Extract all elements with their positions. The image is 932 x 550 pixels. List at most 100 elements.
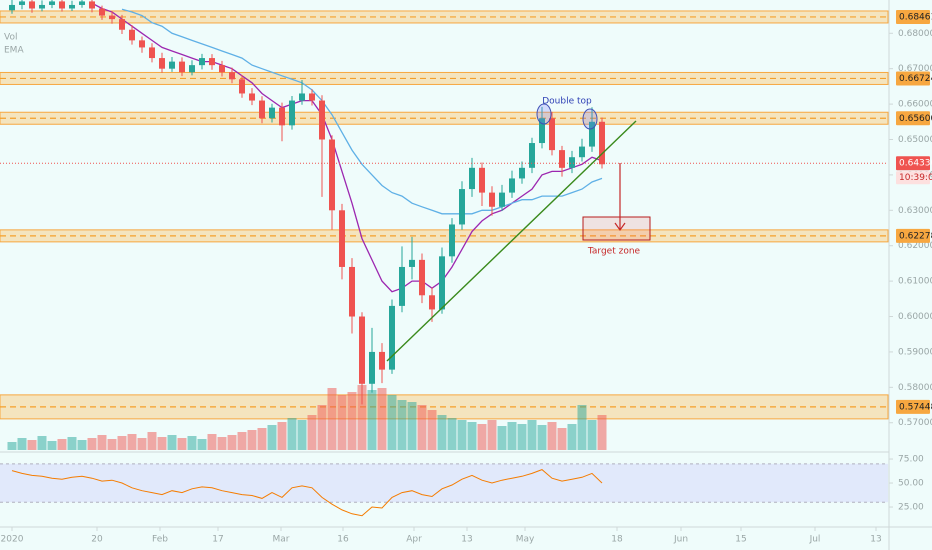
volume-bar — [417, 405, 427, 450]
volume-bar — [327, 388, 337, 450]
rsi-tick-label: 25.00 — [898, 503, 924, 513]
x-tick-label: Apr — [406, 535, 422, 545]
level-label-box — [896, 9, 930, 24]
volume-bar — [297, 420, 307, 450]
volume-bar — [547, 422, 557, 450]
x-tick-label: Jul — [809, 535, 821, 545]
volume-bar — [207, 434, 217, 450]
candle-body — [229, 72, 235, 80]
candle-body — [29, 1, 35, 9]
volume-bar — [477, 424, 487, 450]
level-label: 0.62278 — [899, 231, 932, 241]
volume-bar — [277, 422, 287, 450]
x-tick-label: 15 — [735, 535, 746, 545]
target-arrow-head — [614, 222, 626, 232]
candle-body — [99, 8, 105, 16]
x-tick-label: 2020 — [1, 535, 24, 545]
volume-bar — [597, 415, 607, 450]
volume-bar — [197, 439, 207, 450]
candle-body — [449, 224, 455, 257]
level-label: 0.57448 — [899, 402, 932, 412]
volume-bar — [117, 436, 127, 450]
x-tick-label: 18 — [611, 535, 623, 545]
y-tick-label: 0.63000 — [898, 206, 932, 216]
y-tick-label: 0.57000 — [898, 418, 932, 428]
trendline — [386, 120, 637, 362]
candle-body — [369, 351, 375, 384]
countdown-box — [896, 171, 930, 185]
volume-bar — [77, 440, 87, 450]
legend-ema: EMA — [4, 46, 24, 56]
candle-body — [119, 19, 125, 30]
volume-bar — [517, 424, 527, 450]
candle-body — [69, 4, 75, 9]
candle-body — [79, 1, 85, 5]
volume-bar — [427, 410, 437, 450]
candle-body — [109, 15, 115, 20]
volume-bar — [57, 439, 67, 450]
candle-body — [209, 58, 215, 66]
volume-bar — [467, 422, 477, 450]
volume-bar — [247, 430, 257, 450]
candle-body — [519, 167, 525, 179]
level-label-box — [896, 111, 930, 126]
volume-bar — [527, 420, 537, 450]
volume-bar — [87, 438, 97, 450]
x-tick-label: Jun — [673, 535, 688, 545]
candle-body — [299, 93, 305, 101]
volume-bar — [487, 420, 497, 450]
candle-body — [309, 93, 315, 101]
volume-bar — [377, 388, 387, 450]
candle-body — [249, 93, 255, 101]
level-label-box — [896, 399, 930, 414]
rsi-line — [11, 469, 603, 517]
candle-body — [159, 58, 165, 69]
volume-bar — [337, 395, 347, 450]
rsi-tick-label: 50.00 — [898, 479, 924, 489]
y-tick-label: 0.59000 — [898, 347, 932, 357]
candle-body — [149, 47, 155, 59]
y-tick-label: 0.58000 — [898, 383, 932, 393]
candle-body — [39, 4, 45, 9]
volume-bar — [67, 437, 77, 450]
volume-bar — [357, 385, 367, 450]
candle-body — [429, 295, 435, 310]
volume-bar — [567, 424, 577, 450]
volume-bar — [447, 418, 457, 450]
candle-body — [269, 107, 275, 119]
volume-bar — [587, 420, 597, 450]
candle-body — [559, 150, 565, 168]
volume-bar — [167, 435, 177, 450]
x-tick-label: 20 — [91, 535, 103, 545]
candle-body — [239, 79, 245, 94]
volume-bar — [257, 428, 267, 450]
volume-bar — [157, 437, 167, 450]
volume-bar — [497, 426, 507, 450]
volume-bar — [27, 440, 37, 450]
volume-bar — [237, 432, 247, 450]
volume-bar — [17, 438, 27, 450]
candle-body — [569, 157, 575, 168]
x-tick-label: 13 — [461, 535, 472, 545]
candle-body — [329, 139, 335, 211]
volume-bar — [457, 420, 467, 450]
last-price-box — [896, 156, 930, 171]
candle-body — [339, 210, 345, 267]
ema-line — [91, 2, 603, 293]
target-box — [582, 216, 651, 241]
candle-body — [599, 121, 605, 165]
x-tick-label: Feb — [152, 535, 168, 545]
candle-body — [9, 4, 15, 11]
candle-body — [359, 316, 365, 384]
volume-bar — [307, 415, 317, 450]
volume-bar — [217, 437, 227, 450]
candle-body — [499, 192, 505, 207]
candle-body — [489, 192, 495, 207]
candle-body — [379, 351, 385, 370]
volume-bar — [177, 438, 187, 450]
x-tick-label: 13 — [870, 535, 881, 545]
